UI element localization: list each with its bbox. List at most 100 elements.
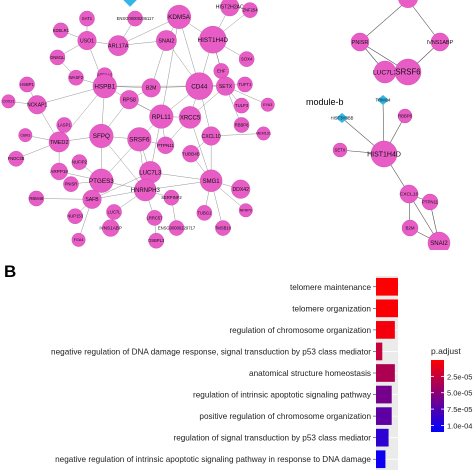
- network-node: TUFT1: [237, 76, 253, 93]
- network-node-shape: [134, 178, 157, 202]
- diamond-node-shape: [377, 95, 389, 105]
- network-a-edges: [8, 6, 268, 241]
- network-node-shape: [182, 145, 200, 163]
- network-node-label: PTGES3: [89, 178, 114, 185]
- category-label: telomere organization: [292, 304, 371, 313]
- network-node-label: RBBP8: [235, 122, 249, 127]
- bar: [376, 385, 392, 404]
- network-node-label: TMSB10: [215, 226, 232, 231]
- network-node-shape: [28, 190, 45, 207]
- network-node-shape: [401, 219, 419, 237]
- panel-b-label: B: [4, 262, 17, 281]
- network-node-shape: [332, 142, 348, 158]
- network-node-label: SAFB: [85, 197, 99, 203]
- network-node-label: IVNS1ABP: [427, 40, 454, 46]
- network-node: LRRC57: [147, 210, 163, 226]
- network-node-shape: [1, 94, 16, 109]
- category-label: regulation of intrinsic apoptotic signal…: [193, 391, 372, 400]
- bar: [376, 364, 395, 382]
- network-node-label: TMED2: [50, 140, 69, 146]
- network-node-shape: [399, 184, 419, 204]
- network-node-shape: [427, 231, 451, 250]
- network-node-label: TRIM14: [376, 97, 392, 102]
- network-node-shape: [185, 72, 214, 100]
- network-node-shape: [27, 95, 47, 115]
- network-node-label: XRCC5: [180, 116, 201, 122]
- network-node-label: SOX4: [241, 57, 253, 62]
- network-node: SOX4: [238, 51, 255, 67]
- network-node: KDM5A: [167, 4, 192, 29]
- network-node-shape: [68, 69, 84, 86]
- network-node-shape: [127, 127, 152, 152]
- network-node-label: TUFT1: [238, 82, 252, 87]
- network-node-shape: [63, 176, 79, 192]
- network-node-shape: [18, 128, 33, 143]
- network-node: XRCC5: [178, 106, 202, 129]
- network-edge: [161, 16, 180, 117]
- network-node-shape: [178, 106, 202, 129]
- network-node-shape: [119, 90, 139, 110]
- network-node: CD44: [185, 72, 214, 100]
- network-node-label: EHF: [217, 68, 226, 73]
- network-node: RPS8: [119, 90, 139, 110]
- network-node-label: KDM5A: [168, 14, 191, 21]
- network-node-shape: [92, 74, 117, 99]
- network-node: CXCL10: [399, 184, 419, 204]
- network-node-label: NFRP3: [240, 209, 252, 213]
- network-node-label: DDX42: [232, 187, 249, 193]
- network-node: LASP1: [56, 117, 72, 133]
- network-node: USO1: [77, 31, 97, 51]
- bar: [376, 321, 395, 339]
- network-node-shape: [149, 104, 174, 129]
- network-edge: [359, 0, 409, 43]
- network-node-shape: [430, 32, 450, 52]
- network-node-label: RBM48: [29, 196, 44, 201]
- network-node-shape: [394, 58, 422, 86]
- network-node-label: EYA3: [263, 103, 272, 107]
- network-node-label: HIST1H4D: [367, 151, 401, 158]
- network-node-label: DSBPL3: [148, 238, 165, 243]
- network-node-shape: [242, 2, 258, 18]
- network-node-label: NCKAP1: [27, 103, 48, 109]
- network-node: NUFIP2: [71, 154, 87, 170]
- network-node-shape: [398, 0, 418, 8]
- network-node: FNDC3B: [8, 151, 25, 167]
- network-node-shape: [82, 189, 102, 209]
- network-node: SAT1: [79, 10, 95, 27]
- category-label: negative regulation of intrinsic apoptot…: [55, 455, 371, 464]
- network-node-label: ARPP19: [50, 169, 68, 174]
- network-node-label: RPL11: [152, 114, 171, 121]
- network-node-shape: [256, 126, 271, 141]
- network-node: MEM131: [256, 126, 271, 141]
- network-node: HNRNPH3: [131, 178, 160, 202]
- network-node-shape: [350, 32, 370, 52]
- network-node-shape: [156, 30, 177, 51]
- network-node-label: SNAI2: [158, 38, 174, 44]
- network-node-label: TUBB4B: [182, 151, 200, 156]
- category-label: anatomical structure homeostasis: [249, 369, 371, 378]
- network-node-label: CD44: [191, 83, 208, 90]
- category-label: regulation of chromosome organization: [229, 326, 371, 335]
- network-node-shape: [220, 0, 240, 17]
- network-node-label: SNAI2: [430, 241, 448, 247]
- network-node: TRIM14: [376, 95, 392, 105]
- network-node-label: HSBP1: [20, 82, 34, 87]
- category-label: telomere maintenance: [290, 283, 371, 292]
- network-node-shape: [233, 117, 250, 133]
- bar: [376, 407, 392, 425]
- network-node: ZNF254: [242, 2, 258, 18]
- network-node: LUC7L: [106, 204, 122, 220]
- network-node-label: KDELR1: [53, 28, 70, 33]
- bar: [376, 299, 398, 318]
- network-node: PTPN11: [156, 136, 175, 154]
- network-node: SETX: [332, 142, 348, 158]
- network-node: HSBP1: [19, 76, 35, 93]
- network-node-shape: [127, 10, 143, 27]
- network-node-label: B2M: [146, 86, 156, 92]
- network-node: CBR3: [18, 128, 33, 143]
- network-node: WASF2: [68, 69, 84, 86]
- network-node: NFRP3: [238, 203, 253, 218]
- network-node: B2M: [401, 219, 419, 237]
